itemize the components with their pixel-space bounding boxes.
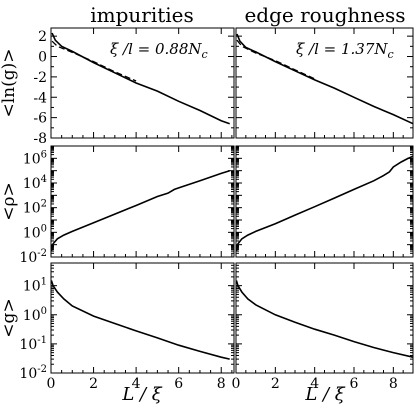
x-axis-label-right: L / ξ — [304, 384, 345, 405]
row0-ytick-label: 2 — [38, 29, 47, 45]
series-r0-c1-solid — [236, 33, 414, 125]
row1-ytick-label: 100 — [23, 223, 47, 241]
column-title-impurities: impurities — [90, 3, 194, 27]
series-r0-c0-dashed — [51, 40, 137, 82]
panel-r2-c0-xtick-label: 2 — [89, 376, 98, 392]
row2-ytick-label: 101 — [23, 277, 47, 295]
row0-ytick-label: -2 — [33, 70, 47, 86]
row0-ylabel: <ln(g)> — [0, 48, 19, 117]
row1-ytick-label: 10-2 — [19, 248, 47, 266]
panel-r2-c0-xtick-label: 8 — [217, 376, 226, 392]
row2-ylabel: <g> — [0, 298, 19, 337]
annotation-impurities: ξ /l = 0.88Nc — [110, 40, 208, 61]
row1-ytick-label: 104 — [23, 174, 47, 192]
row1-ytick-label: 102 — [23, 199, 47, 217]
row0-ytick-label: 0 — [38, 50, 47, 66]
row0-ytick-label: -6 — [33, 111, 47, 127]
panel-r2-c0-frame — [50, 262, 235, 374]
row0-ytick-label: -8 — [33, 131, 47, 147]
panel-r2-c1-xtick-label: 4 — [310, 376, 319, 392]
series-r1-c1-solid — [235, 155, 414, 252]
panel-r2-c1-xtick-label: 0 — [232, 376, 241, 392]
panel-r2-c1-xtick-label: 6 — [350, 376, 359, 392]
panel-r2-c1-frame — [235, 262, 414, 374]
panel-r2-c0-xtick-label: 4 — [132, 376, 141, 392]
row1-ylabel: <ρ> — [0, 182, 19, 220]
row0-ytick-label: -4 — [33, 90, 47, 106]
panel-r2-c0-xtick-label: 0 — [47, 376, 56, 392]
row2-ytick-label: 10-2 — [19, 364, 47, 382]
column-title-edge-roughness: edge roughness — [244, 3, 405, 27]
panel-r2-c0-xtick-label: 6 — [174, 376, 183, 392]
row2-ytick-label: 100 — [23, 306, 47, 324]
series-r1-c0-solid — [50, 169, 230, 252]
annotation-edge-roughness: ξ /l = 1.37Nc — [296, 40, 394, 61]
panel-r1-c1-frame — [235, 145, 414, 258]
series-r0-c0-solid — [51, 32, 230, 125]
series-r2-c1-solid — [235, 280, 414, 358]
row1-ytick-label: 106 — [23, 149, 47, 167]
series-r2-c0-solid — [50, 280, 230, 360]
panel-r1-c0-frame — [50, 145, 235, 258]
panel-r2-c1-xtick-label: 2 — [271, 376, 280, 392]
panel-r0-c0-frame — [50, 27, 235, 139]
panel-r2-c1-xtick-label: 8 — [389, 376, 398, 392]
row2-ytick-label: 10-1 — [19, 335, 47, 353]
row-labels: <ln(g)> <ρ> <g> — [0, 48, 19, 337]
x-axis-label-left: L / ξ — [121, 384, 162, 405]
